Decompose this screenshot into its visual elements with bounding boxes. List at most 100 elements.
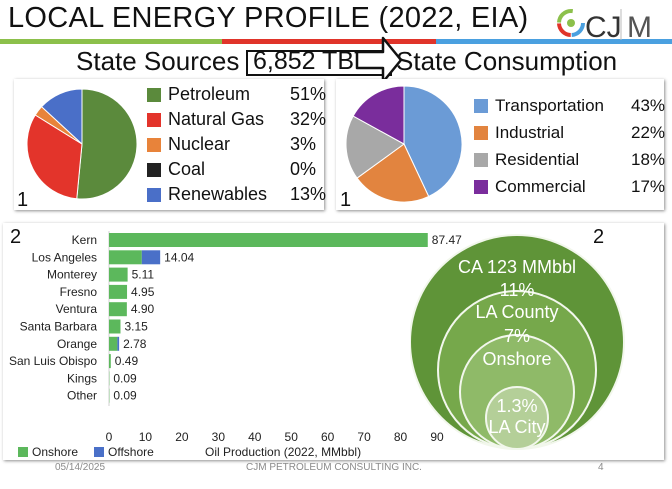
category-label: San Luis Obispo [9, 354, 97, 368]
circle-label: 11% [500, 280, 535, 300]
category-label: Other [67, 389, 97, 403]
consumption-pie [345, 85, 463, 203]
bar-offshore-orange [117, 336, 120, 351]
legend-label: Coal [168, 159, 206, 179]
panel-number: 2 [593, 226, 605, 248]
bar-onshore-ventura [109, 302, 127, 317]
pie-slice-residential [345, 115, 405, 179]
legend-value: 3% [290, 134, 317, 154]
ring-la-city [485, 386, 549, 450]
consumption-panel: 1 Transportation 43% Industrial 22% Resident… [336, 79, 666, 211]
bar-value-label: 4.95 [131, 285, 155, 299]
legend-item-nuclear: Nuclear 3% [147, 134, 316, 155]
stripe-red [222, 39, 436, 44]
nested-circles-chart: CA 123 MMbbl 11%LA County 7% Onshore 1.3%LA … [410, 234, 625, 450]
category-label: Fresno [60, 285, 98, 299]
bar-value-label: 0.49 [115, 354, 139, 368]
circle-label: CA 123 MMbbl [458, 257, 576, 277]
panel-number: 1 [340, 189, 352, 211]
consumption-heading: State Consumption [396, 46, 618, 76]
bar-value-label: 14.04 [164, 250, 194, 264]
bar-value-label: 0.09 [113, 371, 137, 385]
legend-value: 22% [631, 123, 666, 142]
legend-swatch-onshore [18, 447, 28, 457]
category-label: Kern [72, 233, 97, 247]
legend-swatch [474, 153, 488, 167]
legend-item-coal: Coal 0% [147, 159, 316, 180]
pie-slice-renewables [40, 88, 83, 146]
bar-onshore-orange [109, 336, 118, 351]
circle-label: 7% [504, 326, 530, 346]
svg-text:M: M [627, 11, 652, 44]
legend-value: 43% [631, 96, 666, 115]
bar-value-label: 0.09 [113, 389, 137, 403]
legend-label-onshore: Onshore [32, 445, 78, 459]
circle-label: 1.3% [496, 396, 537, 416]
legend-label: Natural Gas [168, 109, 265, 129]
legend-item-petroleum: Petroleum 51% [147, 84, 326, 105]
legend-swatch [474, 99, 488, 113]
legend-item-commercial: Commercial 17% [474, 177, 665, 197]
bar-value-label: 87.47 [432, 233, 462, 247]
legend-item-natural-gas: Natural Gas 32% [147, 109, 326, 130]
legend-value: 13% [290, 184, 327, 204]
x-tick-label: 10 [139, 430, 153, 444]
legend-item-renewables: Renewables 13% [147, 184, 326, 205]
bar-value-label: 2.78 [123, 337, 147, 351]
legend-swatch [474, 180, 488, 194]
pie-slice-commercial [352, 85, 405, 145]
bar-offshore-los-angeles [141, 250, 161, 265]
production-bar-chart: Kern 87.47 Los Angeles 14.04 Monterey 5.11 Fre… [9, 231, 462, 459]
sources-panel: 1 Petroleum 51% Natural Gas 32% Nuclear 3% Coa… [14, 79, 326, 211]
logo-letters: CJ [585, 11, 622, 44]
x-tick-label: 60 [321, 430, 335, 444]
category-label: Kings [67, 371, 97, 385]
legend-swatch [147, 137, 161, 152]
legend-item-industrial: Industrial 22% [474, 123, 665, 143]
legend-value: 51% [290, 84, 327, 104]
panel-number: 1 [17, 189, 29, 211]
category-label: Los Angeles [32, 250, 97, 264]
legend-item-transportation: Transportation 43% [474, 96, 665, 116]
footer-date: 05/14/2025 [55, 462, 106, 473]
circle-label: LA City [488, 417, 545, 437]
legend-value: 0% [290, 159, 317, 179]
pie-slice-petroleum [76, 88, 138, 200]
arrow-icon [355, 36, 403, 84]
legend-swatch-offshore [94, 447, 104, 457]
legend-swatch [147, 112, 161, 127]
page-number: 4 [598, 462, 604, 473]
bar-value-label: 4.90 [131, 302, 155, 316]
stripe-blue [436, 39, 672, 44]
legend-swatch [147, 87, 161, 102]
legend-value: 17% [631, 177, 666, 196]
x-tick-label: 20 [175, 430, 189, 444]
legend-label: Nuclear [168, 134, 231, 154]
x-tick-label: 0 [106, 430, 113, 444]
bar-onshore-kern [109, 233, 428, 247]
x-tick-label: 90 [430, 430, 444, 444]
source-heading: State Sources [76, 46, 240, 76]
legend-value: 32% [290, 109, 327, 129]
x-tick-label: 30 [212, 430, 226, 444]
category-label: Orange [57, 337, 97, 351]
x-tick-label: 50 [285, 430, 299, 444]
legend-swatch [147, 187, 161, 202]
x-tick-label: 80 [394, 430, 408, 444]
bar-onshore-santa-barbara [109, 319, 121, 334]
x-tick-label: 70 [357, 430, 371, 444]
company-logo: CJ M [557, 9, 652, 44]
category-label: Ventura [56, 302, 98, 316]
category-label: Santa Barbara [20, 320, 98, 334]
bar-onshore-fresno [109, 284, 128, 299]
circle-label: Onshore [482, 349, 551, 369]
legend-value: 18% [631, 150, 666, 169]
circle-label: LA County [475, 302, 558, 322]
x-axis-title: Oil Production (2022, MMbbl) [205, 445, 361, 459]
panel-number: 2 [10, 226, 22, 248]
stripe-green [0, 39, 222, 44]
legend-swatch [147, 162, 161, 177]
legend-label: Renewables [168, 184, 268, 204]
footer-company: CJM PETROLEUM CONSULTING INC. [246, 462, 422, 473]
legend-label-offshore: Offshore [108, 445, 154, 459]
